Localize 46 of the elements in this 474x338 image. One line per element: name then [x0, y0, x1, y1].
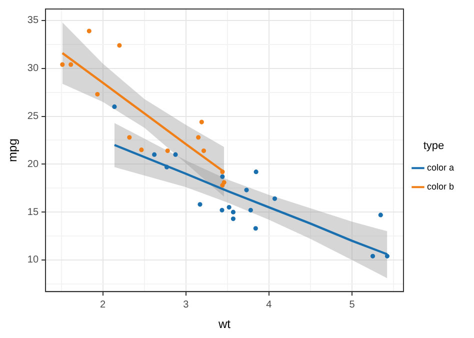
point — [112, 104, 117, 110]
point — [201, 148, 206, 154]
point — [378, 212, 383, 218]
point — [220, 208, 224, 212]
x-tick-label: 4 — [266, 299, 272, 310]
x-tick-label: 5 — [349, 299, 356, 310]
point — [199, 120, 204, 124]
point — [139, 148, 144, 152]
point — [248, 208, 253, 212]
point — [220, 182, 225, 188]
legend-title: type — [423, 140, 444, 152]
point — [230, 210, 236, 214]
point — [220, 174, 225, 179]
y-tick-label: 10 — [27, 254, 39, 266]
point — [244, 188, 249, 192]
y-tick-label: 20 — [27, 158, 39, 170]
point — [226, 205, 232, 210]
point — [60, 62, 65, 67]
point — [173, 152, 178, 157]
point — [152, 152, 157, 157]
y-tick-label: 25 — [27, 111, 39, 122]
y-tick-label: 15 — [27, 206, 39, 218]
x-axis-title: wt — [218, 317, 232, 332]
point — [272, 196, 278, 201]
x-tick-label: 3 — [183, 299, 190, 310]
point — [196, 135, 201, 140]
point — [68, 62, 74, 67]
point — [253, 226, 258, 231]
point — [117, 43, 122, 48]
point — [230, 216, 236, 222]
point — [127, 135, 132, 140]
y-axis-title: mpg — [6, 138, 20, 162]
y-tick-label: 35 — [27, 15, 39, 26]
y-tick-label: 30 — [27, 63, 39, 74]
x-tick-label: 2 — [100, 299, 106, 310]
legend-label: color b — [426, 182, 454, 192]
point — [164, 164, 170, 170]
point — [384, 254, 390, 258]
point — [165, 148, 170, 154]
point — [370, 254, 376, 258]
point — [254, 170, 258, 174]
point — [86, 28, 92, 34]
legend-label: color a — [426, 162, 454, 173]
point — [220, 170, 225, 174]
point — [198, 202, 202, 207]
point — [95, 92, 100, 97]
